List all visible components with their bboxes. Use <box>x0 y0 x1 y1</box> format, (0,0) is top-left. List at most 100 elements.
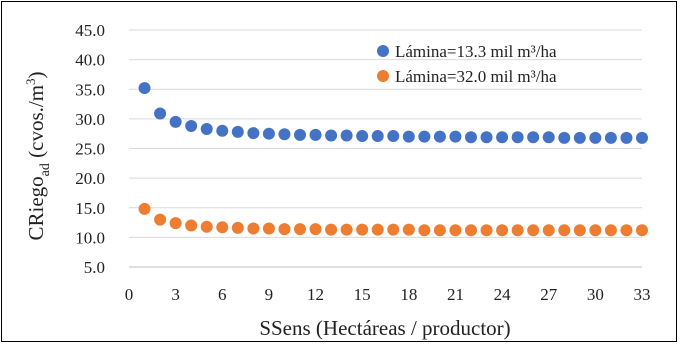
data-point-series-1 <box>511 131 524 144</box>
data-point-series-2 <box>231 221 244 234</box>
data-points <box>138 82 648 237</box>
legend-label-lamina-32: Lámina=32.0 mil m³/ha <box>395 67 557 86</box>
data-point-series-1 <box>247 127 260 140</box>
legend-item-lamina-13: Lámina=13.3 mil m³/ha <box>377 42 557 61</box>
data-point-series-1 <box>636 131 648 144</box>
x-tick-label: 3 <box>171 285 180 304</box>
y-tick-label: 10.0 <box>75 228 105 247</box>
data-point-series-2 <box>636 224 648 237</box>
y-tick-label: 15.0 <box>75 199 105 218</box>
legend-item-lamina-32: Lámina=32.0 mil m³/ha <box>377 67 557 86</box>
data-point-series-1 <box>231 125 244 138</box>
data-point-series-1 <box>216 124 229 137</box>
data-point-series-1 <box>185 119 198 132</box>
x-tick-label: 15 <box>354 285 371 304</box>
data-point-series-2 <box>402 223 415 236</box>
data-point-series-1 <box>465 131 477 144</box>
data-point-series-2 <box>558 224 571 237</box>
data-point-series-1 <box>620 131 633 144</box>
legend-marker-orange <box>377 70 389 82</box>
y-tick-label: 30.0 <box>75 110 105 129</box>
data-point-series-2 <box>278 223 291 236</box>
legend: Lámina=13.3 mil m³/ha Lámina=32.0 mil m³… <box>377 42 557 86</box>
x-tick-label: 9 <box>265 285 274 304</box>
x-tick-label: 18 <box>400 285 417 304</box>
data-point-series-1 <box>402 130 415 143</box>
data-point-series-2 <box>309 223 322 236</box>
legend-marker-blue <box>377 45 389 57</box>
data-point-series-2 <box>589 224 602 237</box>
data-point-series-2 <box>262 222 275 235</box>
data-point-series-2 <box>325 223 338 236</box>
data-point-series-2 <box>527 224 540 237</box>
data-point-series-2 <box>573 224 586 237</box>
data-point-series-1 <box>542 131 555 144</box>
data-point-series-2 <box>154 213 167 226</box>
data-point-series-2 <box>418 224 431 237</box>
data-point-series-2 <box>511 224 524 237</box>
data-point-series-1 <box>527 131 540 144</box>
data-point-series-2 <box>185 219 198 232</box>
data-point-series-1 <box>449 130 462 143</box>
y-tick-label: 20.0 <box>75 169 105 188</box>
scatter-chart: 5.0 10.0 15.0 20.0 25.0 30.0 35.0 40.0 45.0 0 3 6 9… <box>23 21 651 340</box>
data-point-series-2 <box>294 223 306 236</box>
x-tick-label: 0 <box>125 285 134 304</box>
data-point-series-1 <box>325 129 338 142</box>
y-tick-label: 40.0 <box>75 51 105 70</box>
y-tick-label: 5.0 <box>84 258 105 277</box>
data-point-series-2 <box>356 223 369 236</box>
data-point-series-2 <box>620 224 633 237</box>
data-point-series-1 <box>480 131 493 144</box>
x-axis-ticks: 0 3 6 9 12 15 18 21 24 27 30 33 <box>125 285 651 304</box>
data-point-series-1 <box>138 82 151 95</box>
data-point-series-1 <box>200 122 213 135</box>
data-point-series-2 <box>247 222 260 235</box>
data-point-series-2 <box>433 224 446 237</box>
y-tick-label: 45.0 <box>75 21 105 40</box>
data-point-series-1 <box>169 115 182 128</box>
data-point-series-1 <box>387 130 400 143</box>
x-tick-label: 6 <box>218 285 227 304</box>
y-axis-ticks: 5.0 10.0 15.0 20.0 25.0 30.0 35.0 40.0 45.0 <box>75 21 105 277</box>
data-point-series-1 <box>154 107 167 120</box>
data-point-series-1 <box>496 131 509 144</box>
y-axis-title: CRiegoad (cvos./m3) <box>23 71 53 240</box>
legend-label-lamina-13: Lámina=13.3 mil m³/ha <box>395 42 557 61</box>
data-point-series-2 <box>216 221 229 234</box>
data-point-series-1 <box>589 131 602 144</box>
data-point-series-2 <box>371 223 384 236</box>
gridlines <box>129 29 642 268</box>
data-point-series-1 <box>294 128 306 141</box>
x-tick-label: 12 <box>307 285 324 304</box>
data-point-series-1 <box>278 128 291 141</box>
data-point-series-2 <box>387 223 400 236</box>
data-point-series-2 <box>169 217 182 230</box>
data-point-series-1 <box>418 130 431 143</box>
data-point-series-2 <box>449 224 462 237</box>
data-point-series-1 <box>340 129 353 142</box>
x-tick-label: 27 <box>540 285 558 304</box>
data-point-series-2 <box>604 224 617 237</box>
data-point-series-1 <box>573 131 586 144</box>
data-point-series-1 <box>371 130 384 143</box>
data-point-series-2 <box>340 223 353 236</box>
data-point-series-1 <box>558 131 571 144</box>
data-point-series-1 <box>604 131 617 144</box>
data-point-series-2 <box>542 224 555 237</box>
y-tick-label: 35.0 <box>75 80 105 99</box>
data-point-series-2 <box>465 224 477 237</box>
data-point-series-2 <box>200 220 213 233</box>
data-point-series-1 <box>433 130 446 143</box>
data-point-series-2 <box>496 224 509 237</box>
data-point-series-2 <box>480 224 493 237</box>
x-tick-label: 24 <box>494 285 512 304</box>
y-tick-label: 25.0 <box>75 140 105 159</box>
x-tick-label: 21 <box>447 285 464 304</box>
x-axis-title: SSens (Hectáreas / productor) <box>259 316 510 340</box>
chart-frame: 5.0 10.0 15.0 20.0 25.0 30.0 35.0 40.0 45.0 0 3 6 9… <box>1 1 677 342</box>
data-point-series-2 <box>138 202 151 215</box>
x-tick-label: 30 <box>587 285 604 304</box>
data-point-series-1 <box>309 128 322 141</box>
x-tick-label: 33 <box>634 285 651 304</box>
